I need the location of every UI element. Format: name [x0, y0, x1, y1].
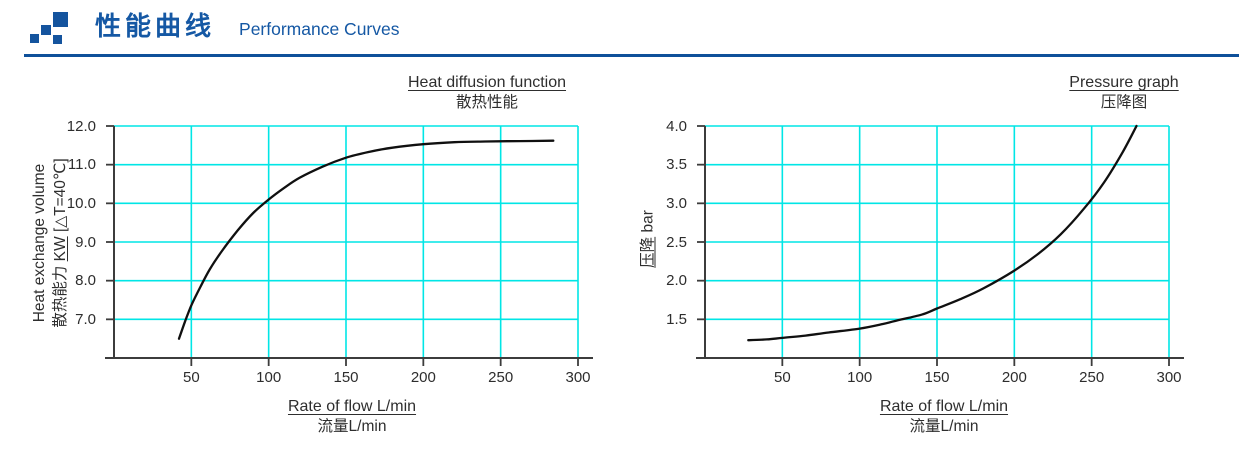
- logo-square-medium: [41, 25, 51, 35]
- y-tick-label: 8.0: [75, 272, 96, 290]
- y-tick-label: 2.0: [666, 272, 687, 290]
- x-axis-label-heat: Rate of flow L/min 流量L/min: [288, 397, 416, 437]
- logo-square-small-left: [30, 34, 39, 43]
- y-tick-label: 7.0: [75, 310, 96, 328]
- header-divider: [24, 54, 1239, 57]
- x-tick-label: 100: [847, 369, 873, 386]
- chart-title-en: Pressure graph: [1069, 74, 1179, 91]
- x-tick-label: 250: [1079, 369, 1105, 386]
- chart-title-heat-diffusion: Heat diffusion function 散热性能: [408, 73, 566, 113]
- y-tick-label: 9.0: [75, 233, 96, 251]
- x-axis-label-en: Rate of flow L/min: [879, 398, 1009, 415]
- page-title-cn: 性能曲线: [95, 11, 216, 41]
- x-tick-label: 300: [565, 369, 591, 386]
- x-axis-label-cn: 流量L/min: [909, 418, 979, 435]
- x-axis-label-en: Rate of flow L/min: [287, 398, 417, 415]
- x-tick-label: 200: [410, 369, 436, 386]
- chart-title-cn: 压降图: [1100, 94, 1148, 111]
- y-tick-label: 1.5: [666, 310, 687, 328]
- logo-square-large: [53, 12, 68, 27]
- chart-title-cn: 散热性能: [455, 94, 518, 111]
- y-tick-label: 10.0: [66, 194, 96, 212]
- y-tick-label: 11.0: [67, 156, 96, 174]
- y-tick-label: 2.5: [666, 233, 687, 251]
- chart-title-en: Heat diffusion function: [407, 74, 567, 91]
- x-tick-label: 100: [256, 369, 282, 386]
- x-axis-label-cn: 流量L/min: [317, 418, 387, 435]
- x-tick-label: 50: [182, 369, 200, 386]
- x-tick-label: 300: [1156, 369, 1182, 386]
- x-tick-label: 250: [488, 369, 514, 386]
- x-tick-label: 150: [333, 369, 359, 386]
- x-tick-label: 150: [924, 369, 950, 386]
- y-tick-label: 4.0: [666, 117, 687, 135]
- x-tick-label: 200: [1001, 369, 1027, 386]
- x-tick-label: 50: [773, 369, 791, 386]
- chart-title-pressure: Pressure graph 压降图: [1069, 73, 1178, 113]
- logo-icon: [0, 0, 70, 50]
- y-tick-label: 3.0: [666, 194, 687, 212]
- page-title-en: Performance Curves: [239, 19, 400, 39]
- logo-square-small-right: [53, 35, 62, 44]
- y-tick-label: 3.5: [666, 156, 687, 174]
- page-title: 性能曲线 Performance Curves: [95, 0, 400, 52]
- y-tick-label: 12.0: [66, 117, 96, 135]
- y-axis-label-heat-en: Heat exchange volume: [31, 163, 48, 323]
- x-axis-label-pressure: Rate of flow L/min 流量L/min: [880, 397, 1008, 437]
